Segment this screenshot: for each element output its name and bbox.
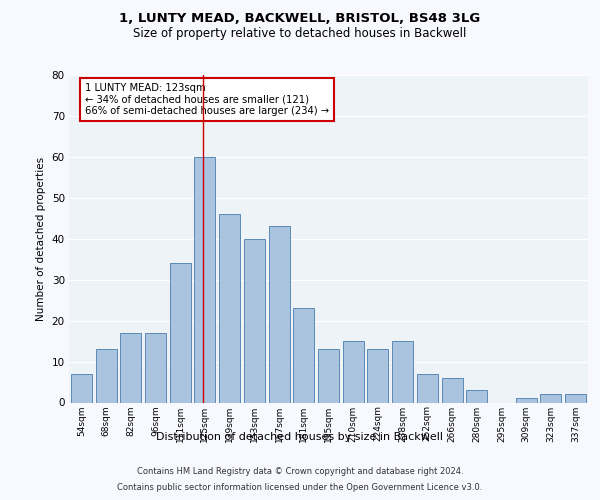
Text: Size of property relative to detached houses in Backwell: Size of property relative to detached ho… xyxy=(133,28,467,40)
Bar xyxy=(71,374,92,402)
Bar xyxy=(145,333,166,402)
Bar xyxy=(367,350,388,403)
Bar xyxy=(417,374,438,402)
Text: Distribution of detached houses by size in Backwell: Distribution of detached houses by size … xyxy=(157,432,443,442)
Bar xyxy=(565,394,586,402)
Bar xyxy=(293,308,314,402)
Bar xyxy=(541,394,562,402)
Bar xyxy=(120,333,141,402)
Bar xyxy=(318,350,339,403)
Bar xyxy=(95,350,116,403)
Y-axis label: Number of detached properties: Number of detached properties xyxy=(36,156,46,321)
Text: 1, LUNTY MEAD, BACKWELL, BRISTOL, BS48 3LG: 1, LUNTY MEAD, BACKWELL, BRISTOL, BS48 3… xyxy=(119,12,481,26)
Bar xyxy=(269,226,290,402)
Bar xyxy=(442,378,463,402)
Bar xyxy=(343,341,364,402)
Bar xyxy=(219,214,240,402)
Text: Contains public sector information licensed under the Open Government Licence v3: Contains public sector information licen… xyxy=(118,482,482,492)
Bar xyxy=(194,157,215,402)
Text: 1 LUNTY MEAD: 123sqm
← 34% of detached houses are smaller (121)
66% of semi-deta: 1 LUNTY MEAD: 123sqm ← 34% of detached h… xyxy=(85,83,329,116)
Text: Contains HM Land Registry data © Crown copyright and database right 2024.: Contains HM Land Registry data © Crown c… xyxy=(137,468,463,476)
Bar xyxy=(244,239,265,402)
Bar xyxy=(392,341,413,402)
Bar xyxy=(516,398,537,402)
Bar xyxy=(466,390,487,402)
Bar xyxy=(170,264,191,402)
